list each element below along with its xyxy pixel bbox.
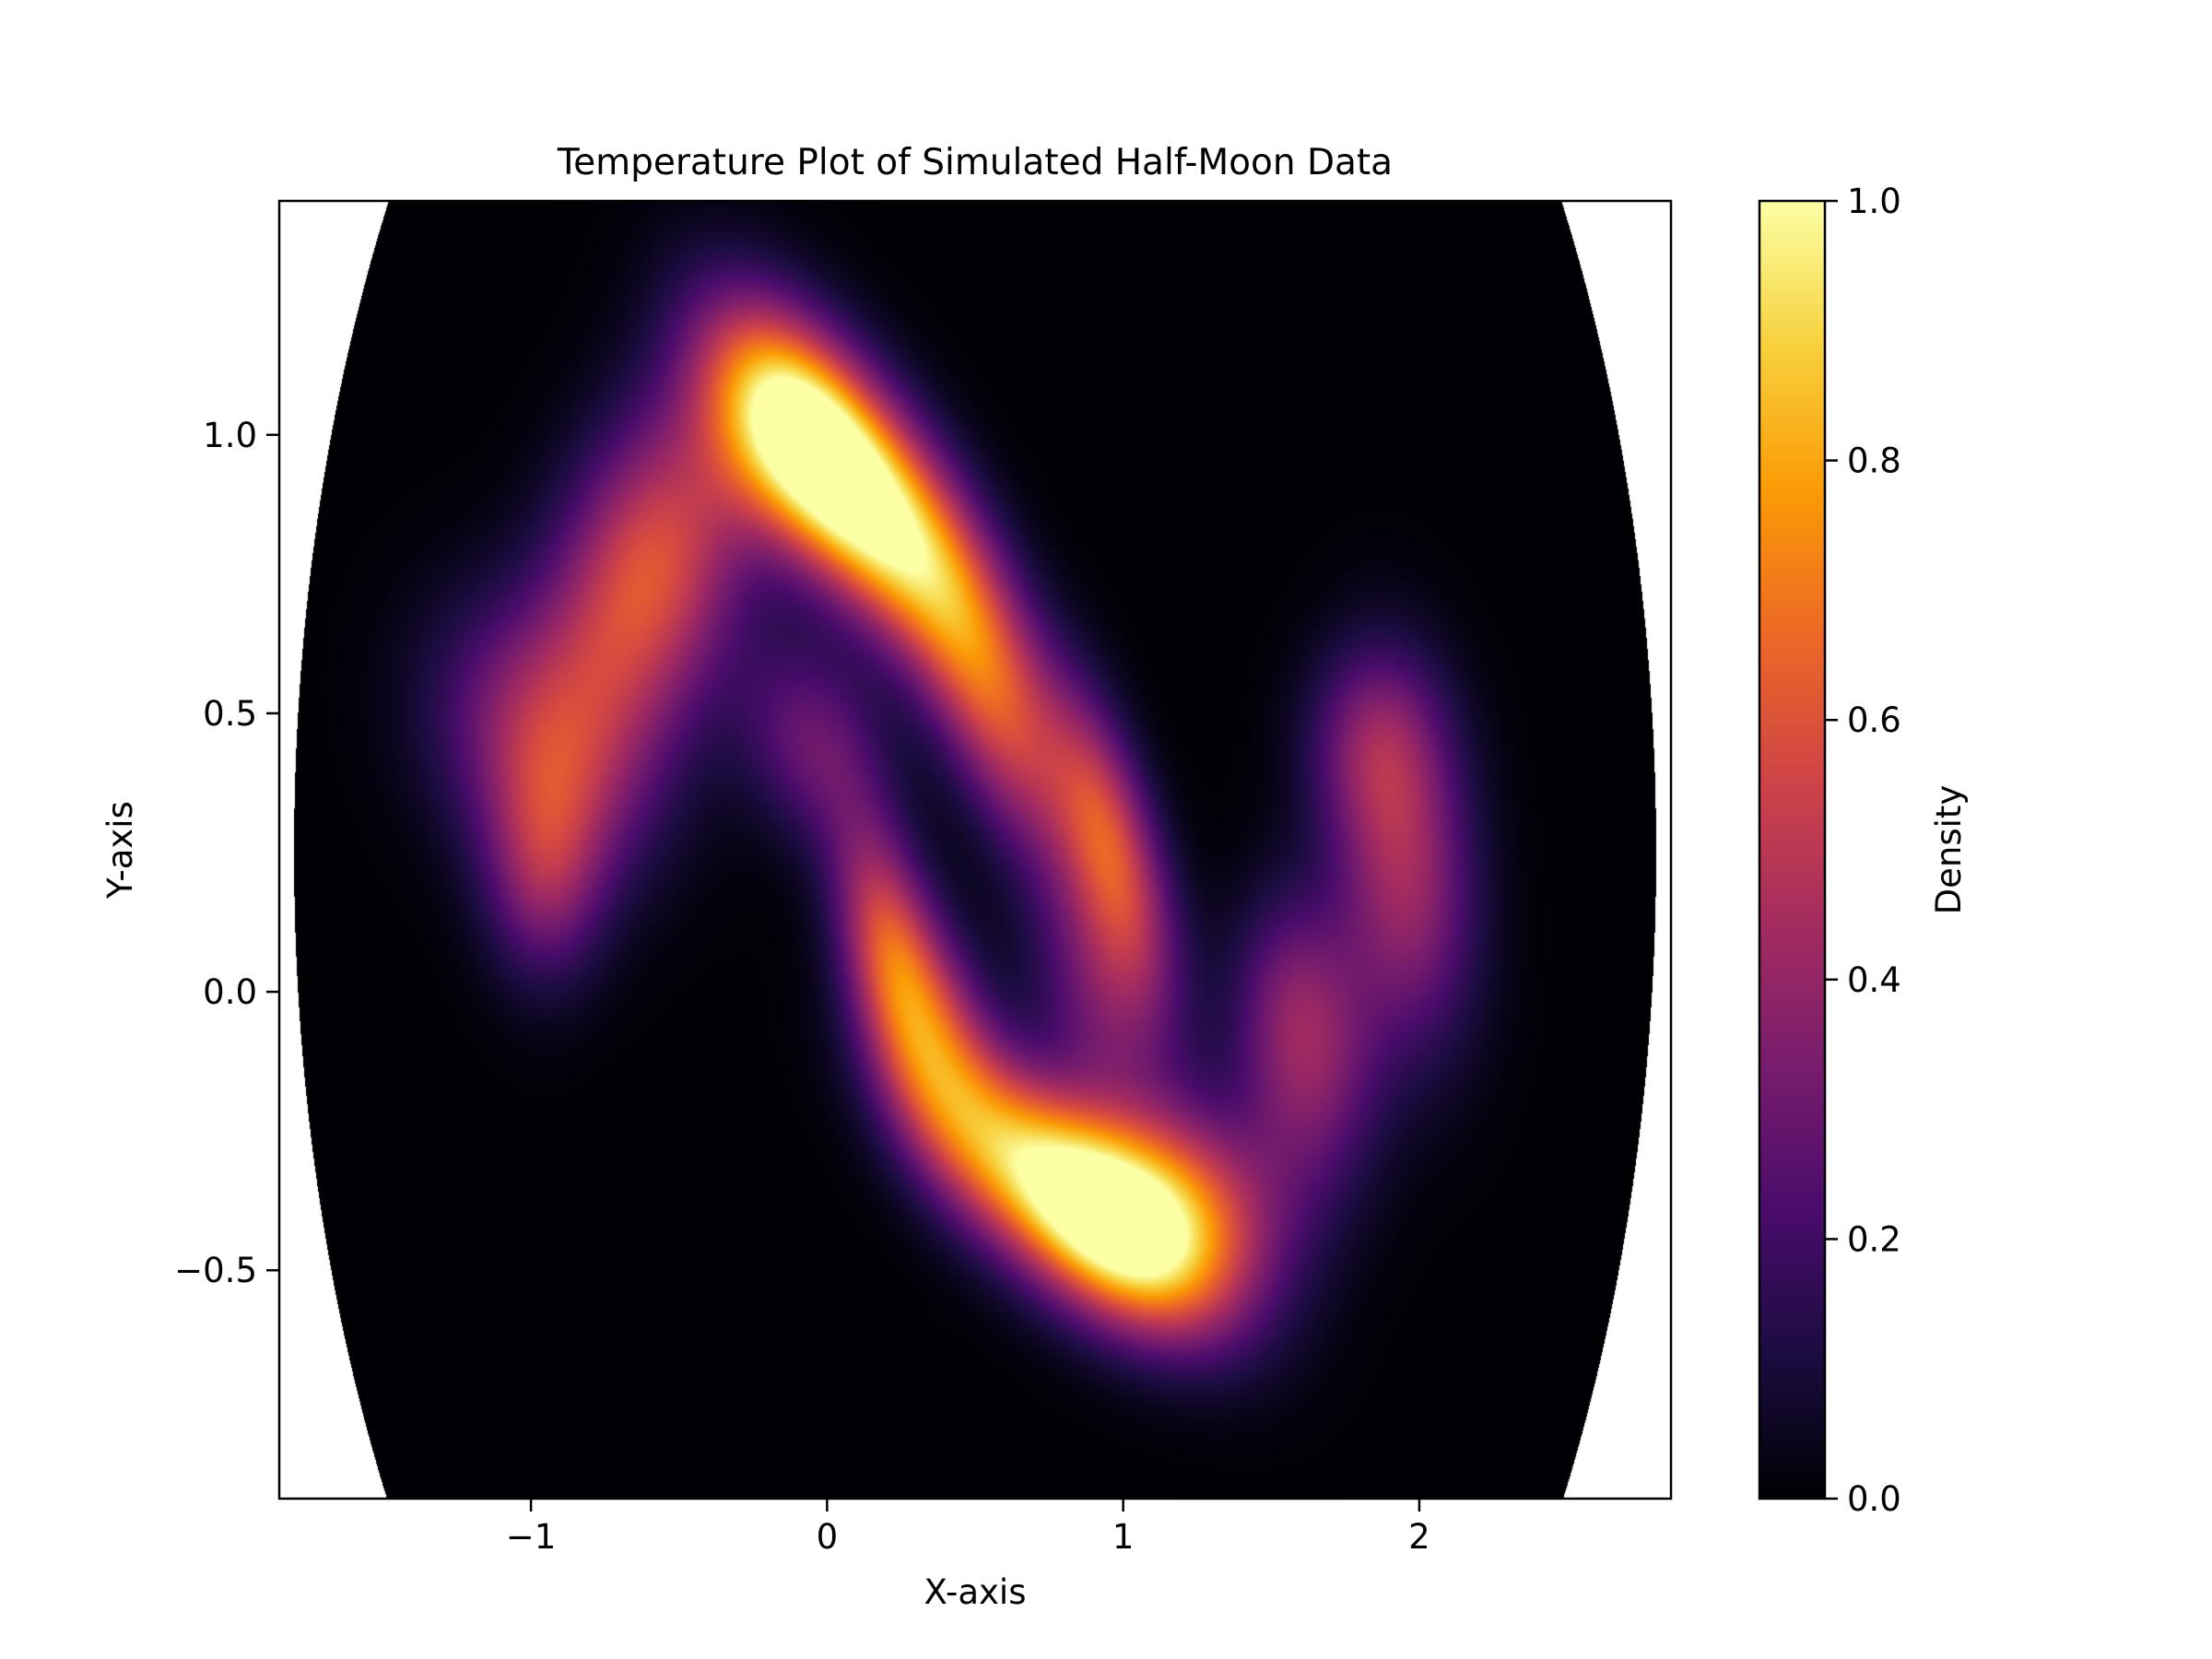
colorbar-frame	[1758, 199, 1827, 1500]
y-axis-ticks: −0.5 0.0 0.5 1.0	[174, 416, 279, 1290]
x-tick-label: 0	[817, 1517, 839, 1557]
x-tick-label: 1	[1112, 1517, 1135, 1557]
colorbar-tick-label: 0.0	[1847, 1479, 1901, 1519]
y-tick-label: −0.5	[174, 1251, 257, 1290]
chart-title: Temperature Plot of Simulated Half-Moon …	[557, 142, 1393, 183]
y-tick-label: 0.5	[203, 694, 257, 734]
colorbar-tick-label: 0.4	[1847, 960, 1901, 1000]
colorbar-tick-label: 0.2	[1847, 1219, 1901, 1259]
x-tick-label: −1	[506, 1517, 557, 1557]
y-axis-label: Y-axis	[100, 801, 140, 900]
y-tick-label: 0.0	[203, 972, 257, 1012]
x-axis-label: X-axis	[924, 1572, 1027, 1612]
colorbar-tick-label: 0.8	[1847, 441, 1901, 481]
colorbar-tick-label: 0.6	[1847, 700, 1901, 740]
x-tick-label: 2	[1408, 1517, 1430, 1557]
y-tick-label: 1.0	[203, 416, 257, 455]
colorbar-tick-label: 1.0	[1847, 182, 1901, 221]
x-axis-ticks: −1 0 1 2	[506, 1499, 1430, 1557]
colorbar-gradient	[1759, 201, 1825, 1499]
density-heatmap	[279, 201, 1671, 1499]
plot-frame	[277, 199, 1673, 1500]
colorbar-ticks: 0.0 0.2 0.4 0.6 0.8 1.0	[1825, 182, 1901, 1519]
colorbar-label: Density	[1929, 785, 1969, 915]
